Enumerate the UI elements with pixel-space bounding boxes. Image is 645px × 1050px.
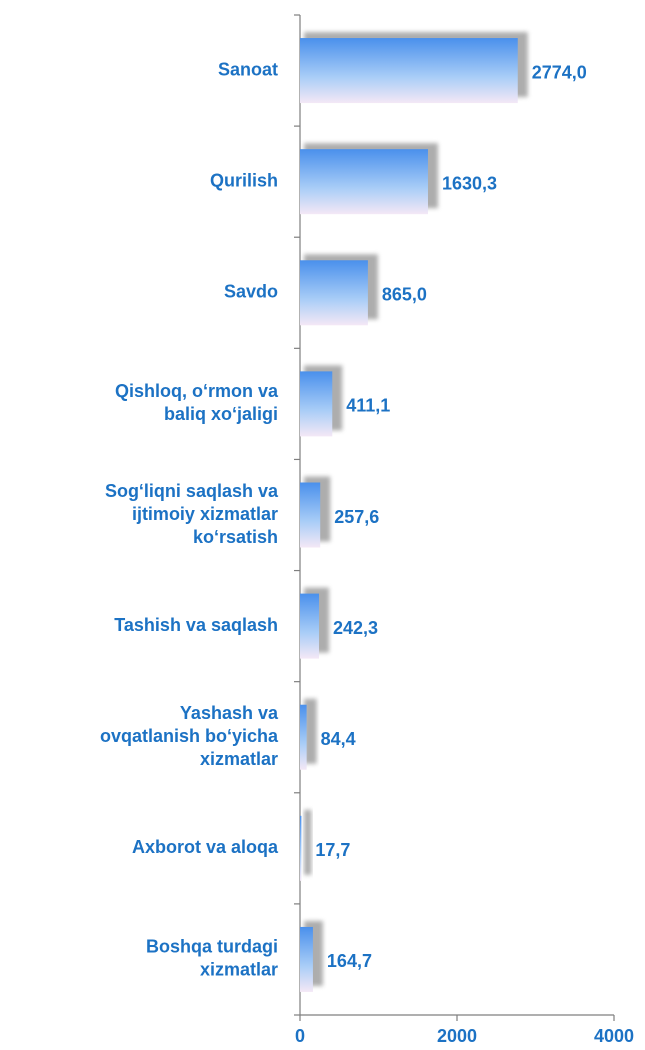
category-label: Boshqa turdagi	[146, 937, 278, 957]
category-label: Sog‘liqni saqlash va	[105, 481, 279, 501]
value-label: 17,7	[315, 840, 350, 860]
category-label: xizmatlar	[200, 960, 278, 980]
bar	[300, 704, 307, 770]
value-label: 865,0	[382, 285, 427, 305]
bar-shadow	[304, 809, 312, 875]
category-label: Qishloq, o‘rmon va	[115, 381, 279, 401]
category-label: Tashish va saqlash	[114, 615, 278, 635]
value-label: 411,1	[346, 396, 390, 416]
category-label: ijtimoiy xizmatlar	[132, 504, 278, 524]
bar-shadow	[304, 698, 317, 764]
bar	[300, 926, 313, 992]
bar	[300, 260, 368, 326]
category-label: Yashash va	[180, 703, 279, 723]
bar	[300, 482, 321, 548]
bar	[300, 593, 320, 659]
x-tick-label: 4000	[594, 1026, 634, 1046]
bar	[300, 815, 302, 881]
category-label: ovqatlanish bo‘yicha	[100, 726, 279, 746]
value-label: 164,7	[327, 951, 372, 971]
category-label: ko‘rsatish	[193, 527, 278, 547]
bar	[300, 371, 333, 437]
category-label: Axborot va aloqa	[132, 837, 279, 857]
bar	[300, 149, 428, 215]
value-label: 257,6	[334, 507, 379, 527]
category-label: Qurilish	[210, 170, 278, 190]
x-tick-label: 2000	[437, 1026, 477, 1046]
x-tick-label: 0	[295, 1026, 305, 1046]
category-label: Savdo	[224, 282, 278, 302]
value-label: 242,3	[333, 618, 378, 638]
value-label: 1630,3	[442, 173, 497, 193]
category-label: baliq xo‘jaligi	[164, 404, 278, 424]
value-label: 2774,0	[532, 62, 587, 82]
category-label: xizmatlar	[200, 749, 278, 769]
value-label: 84,4	[321, 729, 356, 749]
category-label: Sanoat	[218, 59, 278, 79]
bar	[300, 38, 518, 104]
